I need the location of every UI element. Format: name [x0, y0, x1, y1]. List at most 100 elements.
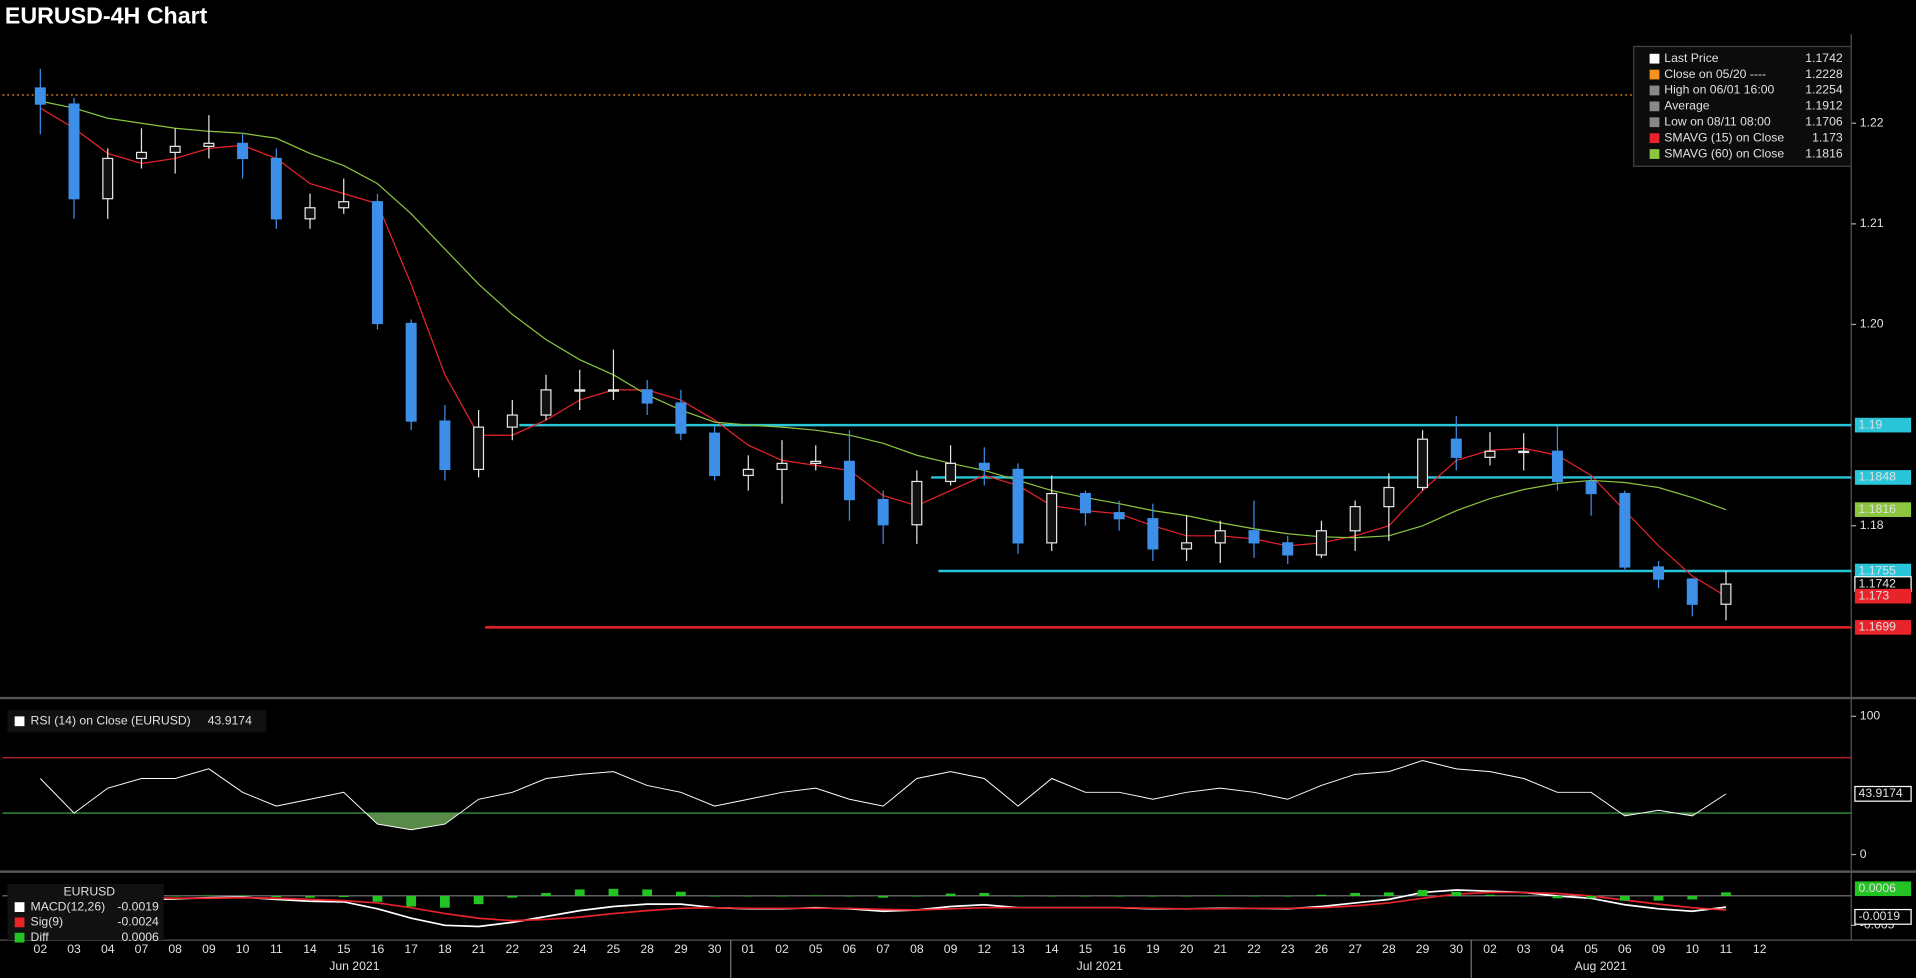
diff-bar — [271, 895, 282, 898]
x-tick-label: 02 — [775, 942, 789, 956]
x-tick-label: 23 — [539, 942, 553, 956]
candle-body — [338, 201, 350, 209]
diff-bar — [1147, 895, 1158, 897]
legend-swatch — [14, 932, 25, 943]
candle-body — [1417, 438, 1429, 489]
legend-label: Close on 05/20 ---- — [1664, 67, 1766, 81]
diff-bar — [406, 895, 417, 907]
axis-marker-label: 43.9174 — [1859, 786, 1903, 800]
diff-bar — [574, 889, 585, 896]
legend-label: SMAVG (15) on Close — [1664, 130, 1784, 144]
diff-bar — [170, 895, 181, 897]
diff-bar — [1046, 895, 1057, 897]
candle-body — [1383, 486, 1395, 508]
candle-body — [270, 157, 282, 220]
x-tick-label: 02 — [34, 942, 48, 956]
legend-value: 1.173 — [1812, 130, 1843, 144]
diff-bar — [1249, 895, 1259, 897]
legend-swatch — [14, 716, 25, 727]
x-tick-label: 29 — [674, 942, 688, 956]
axis-marker-label: -0.0019 — [1859, 909, 1901, 923]
x-tick-label: 12 — [1753, 942, 1767, 956]
axis-marker-label: 1.1742 — [1859, 576, 1897, 590]
x-tick-label: 30 — [708, 942, 722, 956]
diff-bar — [338, 895, 349, 898]
diff-bar — [911, 895, 922, 897]
candle-body — [1349, 506, 1361, 532]
candle-body — [1079, 492, 1091, 514]
candle-body — [1450, 438, 1462, 458]
diff-bar — [1114, 895, 1125, 897]
oversold-area — [40, 813, 1726, 830]
diff-bar — [844, 895, 855, 897]
x-tick-label: 14 — [303, 942, 317, 956]
x-tick-label: 21 — [1213, 942, 1227, 956]
legend-swatch — [1649, 53, 1660, 64]
candle-body — [810, 460, 822, 464]
candle-body — [1585, 480, 1597, 495]
legend-swatch — [1649, 133, 1660, 144]
legend-label: MACD(12,26) — [31, 899, 106, 913]
candle-body — [304, 207, 316, 220]
legend-label: Low on 08/11 08:00 — [1664, 114, 1771, 128]
macd-line — [40, 891, 1727, 922]
legend-title: EURUSD — [64, 885, 116, 899]
diff-bar — [642, 889, 653, 896]
diff-bar — [507, 895, 518, 898]
candle-body — [1012, 468, 1024, 544]
x-tick-label: 05 — [1584, 942, 1598, 956]
x-tick-label: 22 — [506, 942, 520, 956]
diff-bar — [372, 895, 383, 902]
legend-swatch — [1649, 149, 1660, 159]
candle-body — [1113, 512, 1125, 520]
x-tick-label: 09 — [1652, 942, 1666, 956]
legend-label: Last Price — [1664, 51, 1719, 65]
axis-marker — [1854, 908, 1912, 925]
x-tick-label: 11 — [1720, 942, 1733, 956]
candle-body — [742, 468, 754, 477]
month-label: Jul 2021 — [1077, 959, 1123, 973]
legend-label: RSI (14) on Close (EURUSD) — [31, 714, 191, 728]
diff-bar — [1080, 895, 1091, 897]
x-tick-label: 16 — [1112, 942, 1126, 956]
x-tick-label: 23 — [1281, 942, 1295, 956]
axis-marker-label: 1.1699 — [1859, 620, 1897, 634]
diff-bar — [1619, 895, 1630, 901]
diff-bar — [1350, 892, 1361, 896]
legend-value: 1.2254 — [1805, 83, 1843, 97]
candle-body — [169, 145, 181, 154]
diff-bar — [1586, 895, 1597, 899]
legend-value: 1.1742 — [1805, 51, 1843, 65]
axis-marker-label: 0.0006 — [1859, 881, 1897, 895]
axis-marker — [1854, 563, 1912, 579]
moving-average — [40, 100, 1727, 539]
legend-swatch — [14, 917, 25, 928]
legend-label: High on 06/01 16:00 — [1664, 83, 1774, 97]
candle-body — [1484, 450, 1496, 458]
candle-body — [1248, 530, 1260, 544]
diff-bar — [439, 895, 450, 908]
axis-marker — [1854, 785, 1912, 802]
x-tick-label: 21 — [472, 942, 486, 956]
legend-swatch — [14, 902, 25, 912]
legend-swatch — [1649, 101, 1660, 112]
candle-body — [439, 420, 451, 471]
x-tick-label: 20 — [1180, 942, 1194, 956]
diff-bar — [1552, 895, 1563, 899]
diff-bar — [1687, 895, 1698, 900]
legend-value: -0.0019 — [117, 899, 159, 913]
x-tick-label: 28 — [640, 942, 654, 956]
x-tick-label: 12 — [978, 942, 992, 956]
diff-bar — [1518, 895, 1529, 897]
candle-body — [574, 389, 586, 392]
diff-bar — [1417, 890, 1428, 896]
x-tick-label: 08 — [168, 942, 182, 956]
month-label: Jun 2021 — [329, 959, 379, 973]
candle-body — [607, 389, 619, 392]
diff-bar — [473, 895, 484, 905]
candle-body — [473, 426, 485, 471]
x-tick-label: 08 — [910, 942, 924, 956]
diff-bar — [1282, 895, 1293, 897]
x-tick-label: 09 — [202, 942, 216, 956]
